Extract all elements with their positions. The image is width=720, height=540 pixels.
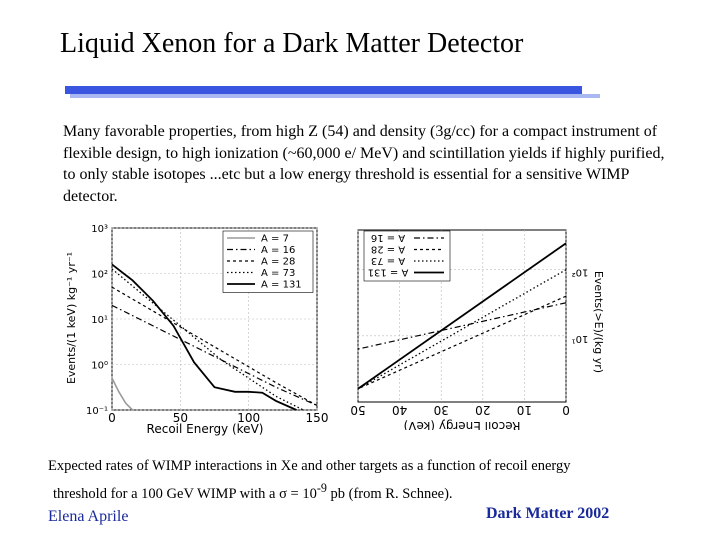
x-tick-label: 20 — [475, 403, 490, 417]
title-underline-bar — [65, 86, 582, 94]
x-axis-label: Recoil Energy (keV) — [404, 419, 521, 430]
x-tick-label: 30 — [434, 403, 449, 417]
y-axis-label: Events(>E)/(kg yr) — [592, 271, 605, 373]
series-line-a7 — [111, 377, 134, 411]
y-axis-label: Events/(1 keV) kg⁻¹ yr⁻¹ — [65, 252, 78, 384]
legend-entry: A = 16 — [261, 245, 295, 256]
series-line-a73 — [111, 268, 304, 411]
caption-equals: = 10 — [286, 485, 317, 502]
legend-entry: A = 131 — [368, 267, 409, 278]
x-tick-label: 40 — [392, 403, 407, 417]
x-tick-label: 0 — [108, 411, 116, 425]
y-tick-label: 10³ — [91, 224, 108, 235]
x-tick-label: 10 — [517, 403, 532, 417]
caption-line-1: Expected rates of WIMP interactions in X… — [48, 458, 571, 474]
caption-exponent: -9 — [316, 481, 327, 495]
series-line-a28 — [357, 295, 567, 390]
x-tick-label: 100 — [237, 411, 260, 425]
x-axis-label: Recoil Energy (keV) — [147, 422, 264, 436]
legend-entry: A = 131 — [261, 280, 302, 291]
series-line-a28 — [111, 286, 318, 406]
y-tick-label: 10⁻¹ — [86, 406, 108, 417]
y-tick-label: 10¹ — [91, 315, 108, 326]
integrated-rate-chart: 50 40 30 20 10 0 10¹ 10² A = 16A = 28A = 73A = … — [350, 229, 605, 430]
y-tick-label: 10¹ — [572, 333, 589, 344]
legend-entry: A = 73 — [261, 268, 295, 279]
slide-title: Liquid Xenon for a Dark Matter Detector — [60, 28, 524, 59]
conference-name: Dark Matter 2002 — [486, 505, 610, 522]
series-line-a131 — [357, 242, 567, 390]
legend-entry: A = 73 — [371, 255, 405, 266]
title-underline-shadow — [70, 94, 600, 98]
x-tick-label: 50 — [173, 411, 188, 425]
y-tick-label: 10⁰ — [91, 361, 108, 372]
sigma-symbol: σ — [279, 485, 287, 502]
legend-box — [222, 230, 314, 293]
author-name: Elena Aprile — [48, 508, 129, 525]
caption-suffix: pb (from R. Schnee). — [326, 485, 453, 502]
x-tick-label: 0 — [562, 403, 570, 417]
series-line-a16 — [111, 304, 318, 406]
y-tick-label: 10² — [91, 270, 108, 281]
x-tick-label: 150 — [306, 411, 329, 425]
legend-entry: A = 16 — [371, 232, 405, 243]
series-line-a16 — [357, 302, 567, 350]
caption-line-2: threshold for a 100 GeV WIMP with a σ = … — [48, 477, 688, 505]
legend-entry: A = 28 — [261, 257, 295, 268]
body-paragraph: Many favorable properties, from high Z (… — [63, 123, 665, 205]
series-line-a131 — [111, 263, 297, 411]
y-tick-label: 10² — [572, 267, 589, 278]
legend-entry: A = 28 — [371, 244, 405, 255]
legend-entry: A = 7 — [261, 234, 289, 245]
figure-caption: Expected rates of WIMP interactions in X… — [48, 455, 688, 505]
x-tick-label: 50 — [350, 403, 365, 417]
caption-prefix: threshold for a 100 GeV WIMP with a — [53, 485, 280, 502]
